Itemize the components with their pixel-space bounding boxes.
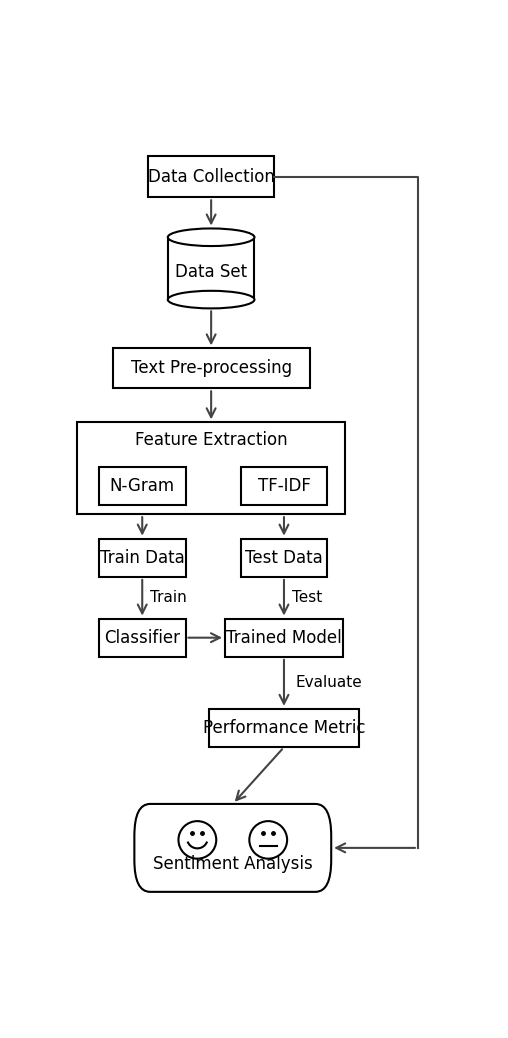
Text: Test Data: Test Data — [245, 549, 323, 567]
FancyBboxPatch shape — [209, 709, 359, 747]
FancyBboxPatch shape — [241, 539, 327, 577]
FancyBboxPatch shape — [99, 467, 185, 506]
Text: Feature Extraction: Feature Extraction — [135, 431, 288, 448]
Text: Classifier: Classifier — [104, 629, 180, 647]
Text: N-Gram: N-Gram — [110, 476, 175, 495]
Text: Performance Metric: Performance Metric — [203, 719, 365, 737]
Bar — [168, 238, 255, 300]
Text: Text Pre-processing: Text Pre-processing — [131, 359, 292, 378]
Ellipse shape — [168, 291, 255, 308]
Text: Sentiment Analysis: Sentiment Analysis — [153, 854, 312, 873]
Ellipse shape — [168, 228, 255, 246]
FancyBboxPatch shape — [113, 349, 309, 388]
FancyBboxPatch shape — [241, 467, 327, 506]
Text: Data Collection: Data Collection — [148, 167, 275, 186]
FancyBboxPatch shape — [99, 619, 185, 657]
Text: TF-IDF: TF-IDF — [258, 476, 310, 495]
Text: Train: Train — [150, 591, 187, 605]
Text: Trained Model: Trained Model — [226, 629, 342, 647]
FancyBboxPatch shape — [148, 156, 274, 197]
FancyBboxPatch shape — [134, 803, 331, 892]
FancyBboxPatch shape — [225, 619, 343, 657]
Text: Data Set: Data Set — [175, 264, 247, 281]
Text: Train Data: Train Data — [100, 549, 184, 567]
Text: Test: Test — [292, 591, 322, 605]
FancyBboxPatch shape — [77, 422, 345, 514]
FancyBboxPatch shape — [99, 539, 185, 577]
Text: Evaluate: Evaluate — [296, 676, 363, 690]
